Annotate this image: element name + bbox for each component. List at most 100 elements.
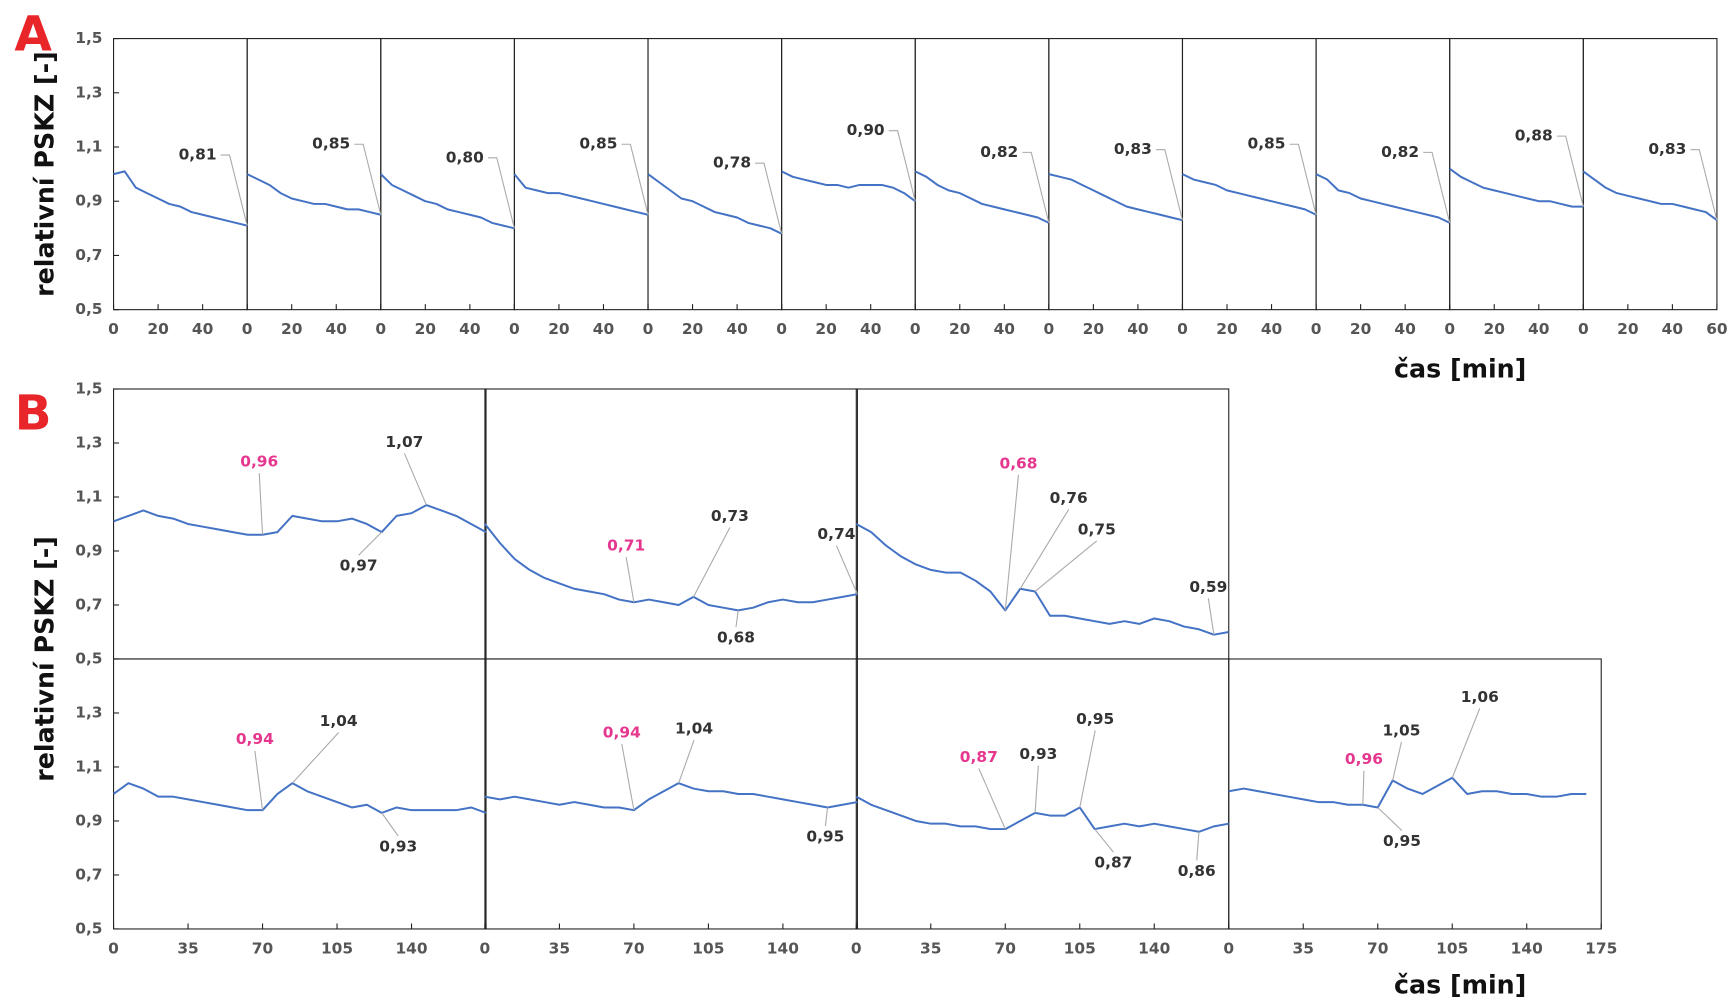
x-tick-label: 0 xyxy=(108,320,119,338)
annotation-leader xyxy=(755,162,783,234)
subplot-frame xyxy=(113,658,487,930)
annotation-leader xyxy=(693,527,731,598)
y-tick-label: 0,7 xyxy=(75,595,102,613)
annotation-leader xyxy=(1556,135,1584,207)
subplot-frame xyxy=(484,388,858,660)
subplot-frame xyxy=(113,38,248,311)
annotation-leader xyxy=(1022,151,1050,224)
x-tick-label: 40 xyxy=(459,320,480,338)
x-tick-label: 0 xyxy=(910,320,921,338)
panel-label: B xyxy=(15,386,52,442)
x-tick-label: 20 xyxy=(281,320,302,338)
x-tick-label: 0 xyxy=(1311,320,1322,338)
x-tick-label: 105 xyxy=(692,939,724,957)
subplot-frame xyxy=(380,38,515,311)
annotation-leader xyxy=(487,157,515,229)
annotation-leader xyxy=(258,473,264,535)
series-line xyxy=(1228,776,1587,809)
annotation-leader xyxy=(621,143,649,215)
x-tick-label: 140 xyxy=(395,939,427,957)
x-tick-label: 40 xyxy=(192,320,213,338)
x-tick-label: 35 xyxy=(549,939,570,957)
annotation-leader xyxy=(824,807,829,827)
annotation-leader xyxy=(358,531,383,556)
x-tick-label: 140 xyxy=(767,939,799,957)
y-tick-label: 0,5 xyxy=(75,919,102,937)
x-tick-label: 0 xyxy=(509,320,520,338)
x-tick-label: 40 xyxy=(1261,320,1282,338)
x-tick-label: 20 xyxy=(1617,320,1638,338)
y-axis-label: relativní PSKZ [-] xyxy=(29,51,59,297)
subplot-frame xyxy=(513,38,649,311)
x-tick-label: 175 xyxy=(1585,939,1617,957)
x-tick-label: 140 xyxy=(1138,939,1170,957)
x-tick-label: 40 xyxy=(1662,320,1683,338)
series-line xyxy=(112,782,487,814)
annotation-leader xyxy=(1690,149,1718,221)
annotation-leader xyxy=(220,154,248,226)
x-axis-label: čas [min] xyxy=(1394,969,1526,999)
y-tick-label: 0,9 xyxy=(75,192,102,210)
x-tick-label: 35 xyxy=(1293,939,1314,957)
subplot-frame xyxy=(781,38,916,311)
annotation-label: 0,83 xyxy=(1114,140,1152,158)
x-tick-label: 40 xyxy=(1528,320,1549,338)
annotation-label: 0,93 xyxy=(1019,745,1057,763)
x-tick-label: 70 xyxy=(623,939,644,957)
subplot-frame xyxy=(1449,38,1584,311)
annotation-leader xyxy=(1423,151,1451,224)
subplot-frame xyxy=(1181,38,1317,311)
x-tick-label: 20 xyxy=(1216,320,1237,338)
x-tick-label: 0 xyxy=(1177,320,1188,338)
annotation-label: 0,90 xyxy=(847,121,885,139)
annotation-leader xyxy=(1034,540,1098,592)
annotation-leader xyxy=(1451,708,1481,778)
annotation-label: 0,87 xyxy=(960,748,998,766)
annotation-label: 1,04 xyxy=(320,712,358,730)
annotation-leader xyxy=(381,812,399,837)
x-tick-label: 20 xyxy=(1484,320,1505,338)
x-tick-label: 0 xyxy=(1223,939,1234,957)
x-tick-label: 70 xyxy=(1367,939,1388,957)
annotation-label: 0,76 xyxy=(1050,489,1088,507)
annotation-label: 0,96 xyxy=(1345,750,1383,768)
annotation-label: 0,73 xyxy=(711,507,749,525)
y-tick-label: 0,7 xyxy=(75,246,102,264)
subplot-frame xyxy=(1582,38,1718,311)
annotation-leader xyxy=(1207,598,1215,635)
annotation-label: 0,95 xyxy=(806,828,844,846)
x-tick-label: 20 xyxy=(1083,320,1104,338)
annotation-label: 0,96 xyxy=(240,453,278,471)
y-tick-label: 1,1 xyxy=(75,487,102,505)
subplot-frame xyxy=(484,658,858,930)
subplot-frame xyxy=(855,388,1230,660)
annotation-label: 0,75 xyxy=(1078,520,1116,538)
x-tick-label: 40 xyxy=(860,320,881,338)
x-tick-label: 35 xyxy=(920,939,941,957)
x-tick-label: 60 xyxy=(1706,320,1727,338)
annotation-label: 1,06 xyxy=(1461,688,1499,706)
series-line xyxy=(1449,167,1584,208)
y-tick-label: 1,1 xyxy=(75,138,102,156)
annotation-leader xyxy=(1156,149,1184,221)
annotation-leader xyxy=(1392,741,1402,781)
annotation-leader xyxy=(291,732,340,784)
annotation-leader xyxy=(254,750,264,811)
annotation-leader xyxy=(1079,730,1096,808)
annotation-label: 0,97 xyxy=(340,557,378,575)
y-tick-label: 1,3 xyxy=(75,433,102,451)
x-tick-label: 35 xyxy=(177,939,198,957)
x-tick-label: 0 xyxy=(851,939,862,957)
y-tick-label: 0,9 xyxy=(75,541,102,559)
series-line xyxy=(781,170,916,203)
annotation-label: 0,83 xyxy=(1648,140,1686,158)
x-tick-label: 70 xyxy=(252,939,273,957)
y-tick-label: 1,1 xyxy=(75,757,102,775)
annotation-label: 1,07 xyxy=(385,433,423,451)
x-tick-label: 0 xyxy=(375,320,386,338)
annotation-leader xyxy=(1377,807,1403,832)
x-tick-label: 40 xyxy=(726,320,747,338)
annotation-leader xyxy=(1196,831,1200,861)
